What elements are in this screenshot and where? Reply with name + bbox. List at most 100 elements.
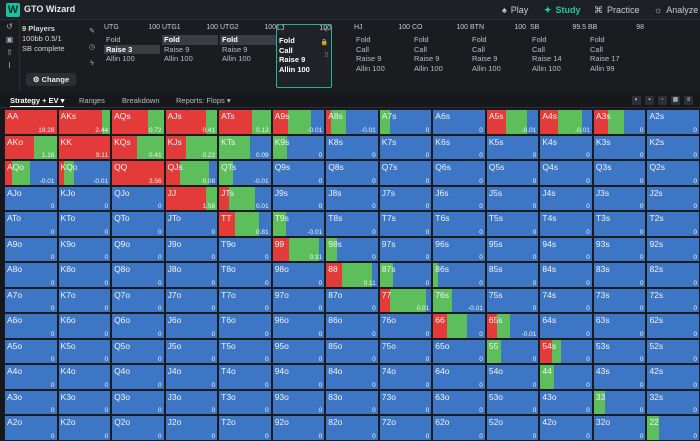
hand-cell[interactable]: T9s -0.01: [271, 211, 326, 237]
hand-cell[interactable]: QQ 3.56: [111, 160, 165, 186]
hand-cell[interactable]: 55 0: [485, 338, 540, 365]
hand-cell[interactable]: K6o 0: [57, 313, 112, 339]
hand-cell[interactable]: T6s 0: [432, 211, 486, 237]
undo-icon[interactable]: ↺: [6, 22, 13, 31]
position-lj[interactable]: LJ 100 Fold Call Raise 9 Allin 100 ✎ 🔒 ▯: [276, 24, 332, 88]
action-item[interactable]: Call: [590, 44, 603, 54]
hand-cell[interactable]: AQo -0.01: [4, 160, 58, 186]
hand-cell[interactable]: 77 0.01: [378, 287, 433, 314]
action-item[interactable]: Fold: [162, 35, 218, 45]
hand-cell[interactable]: J3s 0: [592, 185, 647, 212]
hand-cell[interactable]: J9o 0: [164, 236, 219, 263]
action-item[interactable]: Call: [279, 45, 293, 55]
hand-cell[interactable]: K7s 0: [378, 134, 433, 161]
hand-cell[interactable]: J8s 0: [325, 185, 379, 212]
action-item[interactable]: Allin 100: [222, 54, 251, 63]
hand-cell[interactable]: 86o 0: [325, 313, 379, 339]
hand-cell[interactable]: A8s -0.01: [325, 109, 379, 135]
hand-cell[interactable]: J4o 0: [164, 364, 219, 390]
hand-cell[interactable]: 52s 0: [646, 338, 700, 365]
hand-cell[interactable]: K9s 0: [271, 134, 326, 161]
hand-cell[interactable]: Q9o 0: [111, 236, 165, 263]
action-item[interactable]: Call: [356, 44, 369, 54]
hand-cell[interactable]: K8o 0: [57, 262, 112, 288]
hand-cell[interactable]: K3o 0: [57, 389, 112, 416]
action-item[interactable]: Raise 3: [104, 44, 160, 54]
hand-cell[interactable]: 98s 0: [325, 236, 379, 263]
action-item[interactable]: Fold: [472, 35, 487, 44]
hand-cell[interactable]: K5o 0: [57, 338, 112, 365]
hand-cell[interactable]: J3o 0: [164, 389, 219, 416]
hand-cell[interactable]: AQs 0.72: [111, 109, 165, 135]
hand-cell[interactable]: JTs 0.01: [218, 185, 272, 212]
hand-cell[interactable]: 42o 0: [539, 415, 593, 441]
hand-cell[interactable]: KJs 0.22: [164, 134, 219, 161]
hand-cell[interactable]: 63o 0: [432, 389, 486, 416]
action-item[interactable]: Allin 100: [106, 54, 135, 63]
hand-cell[interactable]: 73o 0: [378, 389, 433, 416]
hand-cell[interactable]: JTo 0: [164, 211, 219, 237]
hand-cell[interactable]: T8s 0: [325, 211, 379, 237]
bolt-icon[interactable]: ϟ: [90, 60, 94, 67]
book-icon[interactable]: ▯: [324, 52, 328, 58]
hand-cell[interactable]: T3s 0: [592, 211, 647, 237]
hand-cell[interactable]: 85s 0: [485, 262, 540, 288]
action-item[interactable]: Fold: [414, 35, 429, 44]
hand-cell[interactable]: 65s -0.01: [485, 313, 540, 339]
hand-cell[interactable]: 52o 0: [485, 415, 540, 441]
hand-cell[interactable]: 75o 0: [378, 338, 433, 365]
hand-cell[interactable]: J2o 0: [164, 415, 219, 441]
hand-cell[interactable]: 54s 0: [539, 338, 593, 365]
hand-cell[interactable]: T4s 0: [539, 211, 593, 237]
hand-cell[interactable]: 92o 0: [271, 415, 326, 441]
hand-cell[interactable]: KK 9.11: [57, 134, 112, 161]
hand-cell[interactable]: Q5s 0: [485, 160, 540, 186]
hand-cell[interactable]: AA 19.28: [4, 109, 58, 135]
hand-cell[interactable]: 87o 0: [325, 287, 379, 314]
hand-cell[interactable]: KQo -0.01: [57, 160, 112, 186]
text-cursor-icon[interactable]: I: [8, 61, 11, 70]
hand-cell[interactable]: Q7s 0: [378, 160, 433, 186]
hand-cell[interactable]: A8o 0: [4, 262, 58, 288]
hand-cell[interactable]: 95o 0: [271, 338, 326, 365]
hand-cell[interactable]: T2o 0: [218, 415, 272, 441]
lock-icon[interactable]: 🔒: [320, 40, 328, 46]
hand-cell[interactable]: J8o 0: [164, 262, 219, 288]
hand-cell[interactable]: T6o 0: [218, 313, 272, 339]
hand-cell[interactable]: JJ 1.58: [164, 185, 219, 212]
hand-cell[interactable]: 74s 0: [539, 287, 593, 314]
hand-cell[interactable]: 82s 0: [646, 262, 700, 288]
hand-cell[interactable]: A2s 0: [646, 109, 700, 135]
change-button[interactable]: ⚙ Change: [26, 73, 76, 86]
hand-cell[interactable]: ATs 0.13: [218, 109, 272, 135]
hand-cell[interactable]: J7o 0: [164, 287, 219, 314]
action-item[interactable]: Raise 9: [164, 44, 190, 54]
hand-cell[interactable]: AJo 0: [4, 185, 58, 212]
hand-cell[interactable]: TT 0.81: [218, 211, 272, 237]
action-item[interactable]: Call: [472, 44, 485, 54]
hand-cell[interactable]: A5s -0.01: [485, 109, 540, 135]
color-mode-icon[interactable]: ◐: [632, 96, 641, 105]
hand-cell[interactable]: A2o 0: [4, 415, 58, 441]
hand-cell[interactable]: A3o 0: [4, 389, 58, 416]
hand-cell[interactable]: 75s 0: [485, 287, 540, 314]
hand-cell[interactable]: T4o 0: [218, 364, 272, 390]
hand-cell[interactable]: 72o 0: [378, 415, 433, 441]
action-item[interactable]: Raise 9: [472, 54, 498, 63]
hand-cell[interactable]: J9s 0: [271, 185, 326, 212]
nav-study[interactable]: ✦ Study: [544, 4, 581, 16]
hand-cell[interactable]: 97s 0: [378, 236, 433, 263]
hand-cell[interactable]: T7o 0: [218, 287, 272, 314]
position-co[interactable]: CO 100 Fold Call Raise 9 Allin 100: [412, 24, 468, 88]
hand-cell[interactable]: 43o 0: [539, 389, 593, 416]
action-item[interactable]: Allin 100: [356, 63, 385, 73]
position-utg1[interactable]: UTG1 100 Fold Raise 9 Allin 100: [162, 24, 218, 88]
nav-play[interactable]: ♠ Play: [502, 5, 529, 15]
hand-cell[interactable]: 96o 0: [271, 313, 326, 339]
view-single-icon[interactable]: ▪: [645, 96, 654, 105]
hand-cell[interactable]: QJo 0: [111, 185, 165, 212]
action-item[interactable]: Allin 100: [472, 63, 501, 73]
hand-cell[interactable]: AKo 1.16: [4, 134, 58, 161]
position-btn[interactable]: BTN 100 Fold Call Raise 9 Allin 100: [470, 24, 526, 88]
hand-cell[interactable]: Q2s 0: [646, 160, 700, 186]
